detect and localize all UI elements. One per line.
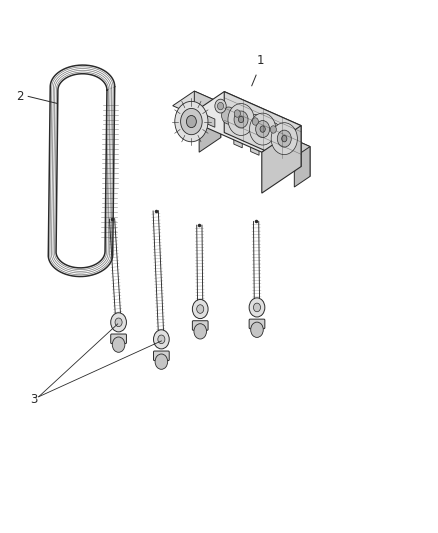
FancyBboxPatch shape [249, 319, 265, 329]
Circle shape [268, 123, 279, 136]
Circle shape [155, 354, 168, 369]
FancyBboxPatch shape [153, 351, 169, 361]
Polygon shape [291, 138, 310, 176]
Polygon shape [294, 147, 310, 187]
Polygon shape [199, 103, 221, 152]
Text: 2: 2 [17, 90, 24, 103]
Polygon shape [173, 91, 221, 117]
Circle shape [112, 337, 125, 352]
Circle shape [260, 126, 265, 132]
Polygon shape [287, 160, 295, 171]
Circle shape [238, 116, 244, 123]
Polygon shape [224, 92, 301, 166]
Circle shape [234, 110, 240, 117]
Circle shape [187, 116, 196, 127]
Circle shape [250, 113, 276, 145]
Circle shape [115, 318, 122, 327]
Circle shape [277, 130, 291, 147]
Polygon shape [262, 126, 301, 193]
Polygon shape [234, 137, 242, 148]
Polygon shape [275, 138, 310, 157]
Circle shape [249, 298, 265, 317]
Circle shape [215, 99, 226, 113]
Circle shape [250, 115, 261, 128]
Polygon shape [270, 153, 278, 164]
Circle shape [251, 120, 265, 137]
Circle shape [197, 305, 204, 313]
Circle shape [194, 324, 206, 339]
Circle shape [175, 101, 208, 142]
Circle shape [228, 103, 254, 135]
Circle shape [192, 300, 208, 319]
Polygon shape [191, 108, 215, 127]
Text: 1: 1 [257, 54, 264, 67]
Circle shape [270, 126, 276, 133]
Circle shape [234, 111, 248, 128]
Polygon shape [251, 144, 259, 155]
Circle shape [254, 303, 261, 312]
Circle shape [251, 322, 263, 337]
Circle shape [158, 335, 165, 344]
Circle shape [232, 107, 243, 120]
Circle shape [180, 108, 202, 135]
Circle shape [111, 313, 127, 332]
FancyBboxPatch shape [192, 321, 208, 330]
Circle shape [222, 107, 236, 124]
Circle shape [153, 330, 169, 349]
Circle shape [256, 120, 270, 138]
Circle shape [252, 118, 258, 125]
Text: 3: 3 [30, 393, 37, 406]
Circle shape [218, 102, 223, 110]
FancyBboxPatch shape [111, 334, 127, 344]
Polygon shape [185, 92, 301, 152]
Polygon shape [194, 91, 221, 138]
Circle shape [271, 123, 297, 155]
Circle shape [282, 135, 287, 142]
